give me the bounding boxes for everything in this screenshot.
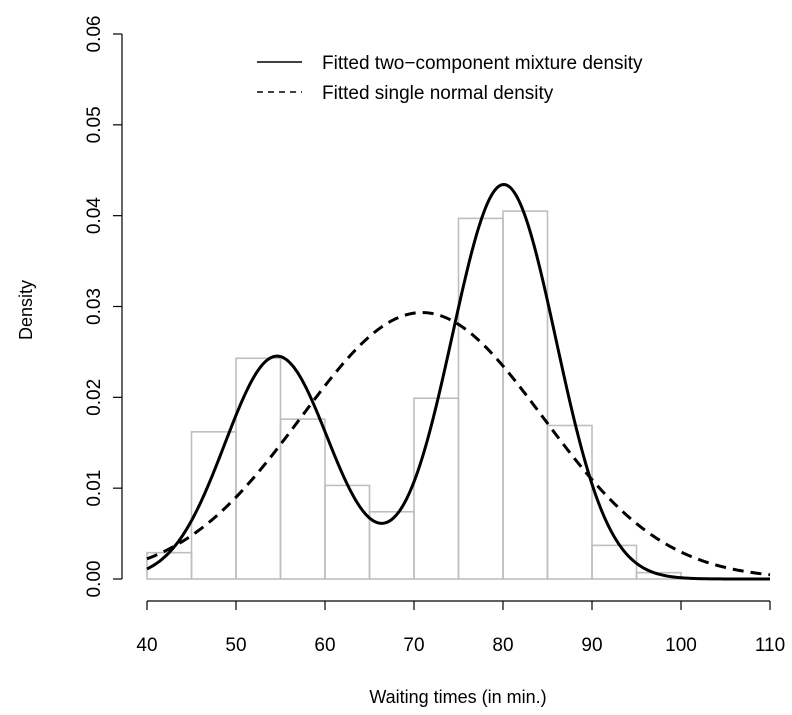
- x-axis: 40 50 60 70 80 90 100 110: [136, 600, 785, 656]
- legend: Fitted two−component mixture density Fitt…: [257, 53, 643, 104]
- histogram-bar-10: [591, 544, 638, 580]
- y-tick-label-1: 0.01: [84, 470, 105, 507]
- x-tick-label-3: 70: [403, 635, 424, 656]
- x-tick-label-4: 80: [492, 635, 513, 656]
- series-line-0: [146, 183, 770, 581]
- histogram-bars: [146, 210, 682, 580]
- x-tick-label-7: 110: [755, 635, 785, 656]
- histogram-bar-4: [324, 484, 371, 580]
- x-tick-label-6: 100: [665, 635, 697, 656]
- y-axis-label: Density: [16, 280, 36, 340]
- x-axis-label: Waiting times (in min.): [369, 687, 546, 707]
- series-line-1: [146, 311, 771, 577]
- y-tick-label-6: 0.06: [84, 16, 105, 53]
- y-tick-label-0: 0.00: [84, 561, 105, 598]
- y-tick-label-4: 0.04: [84, 197, 105, 234]
- x-tick-label-0: 40: [136, 635, 157, 656]
- legend-label-0: Fitted two−component mixture density: [322, 53, 643, 74]
- histogram-bar-2: [235, 357, 282, 580]
- histogram-bar-6: [413, 397, 460, 580]
- histogram-bar-3: [279, 418, 326, 580]
- histogram-bar-9: [546, 424, 593, 580]
- y-tick-label-2: 0.02: [84, 379, 105, 416]
- histogram-bar-8: [502, 210, 549, 580]
- x-tick-label-1: 50: [225, 635, 246, 656]
- x-tick-label-2: 60: [314, 635, 335, 656]
- y-tick-label-3: 0.03: [84, 288, 105, 325]
- density-curves: [146, 183, 771, 581]
- y-tick-label-5: 0.05: [84, 106, 105, 143]
- legend-label-1: Fitted single normal density: [322, 83, 554, 104]
- y-axis: 0.00 0.01 0.02 0.03 0.04 0.05 0.06: [84, 16, 123, 598]
- x-tick-label-5: 90: [581, 635, 602, 656]
